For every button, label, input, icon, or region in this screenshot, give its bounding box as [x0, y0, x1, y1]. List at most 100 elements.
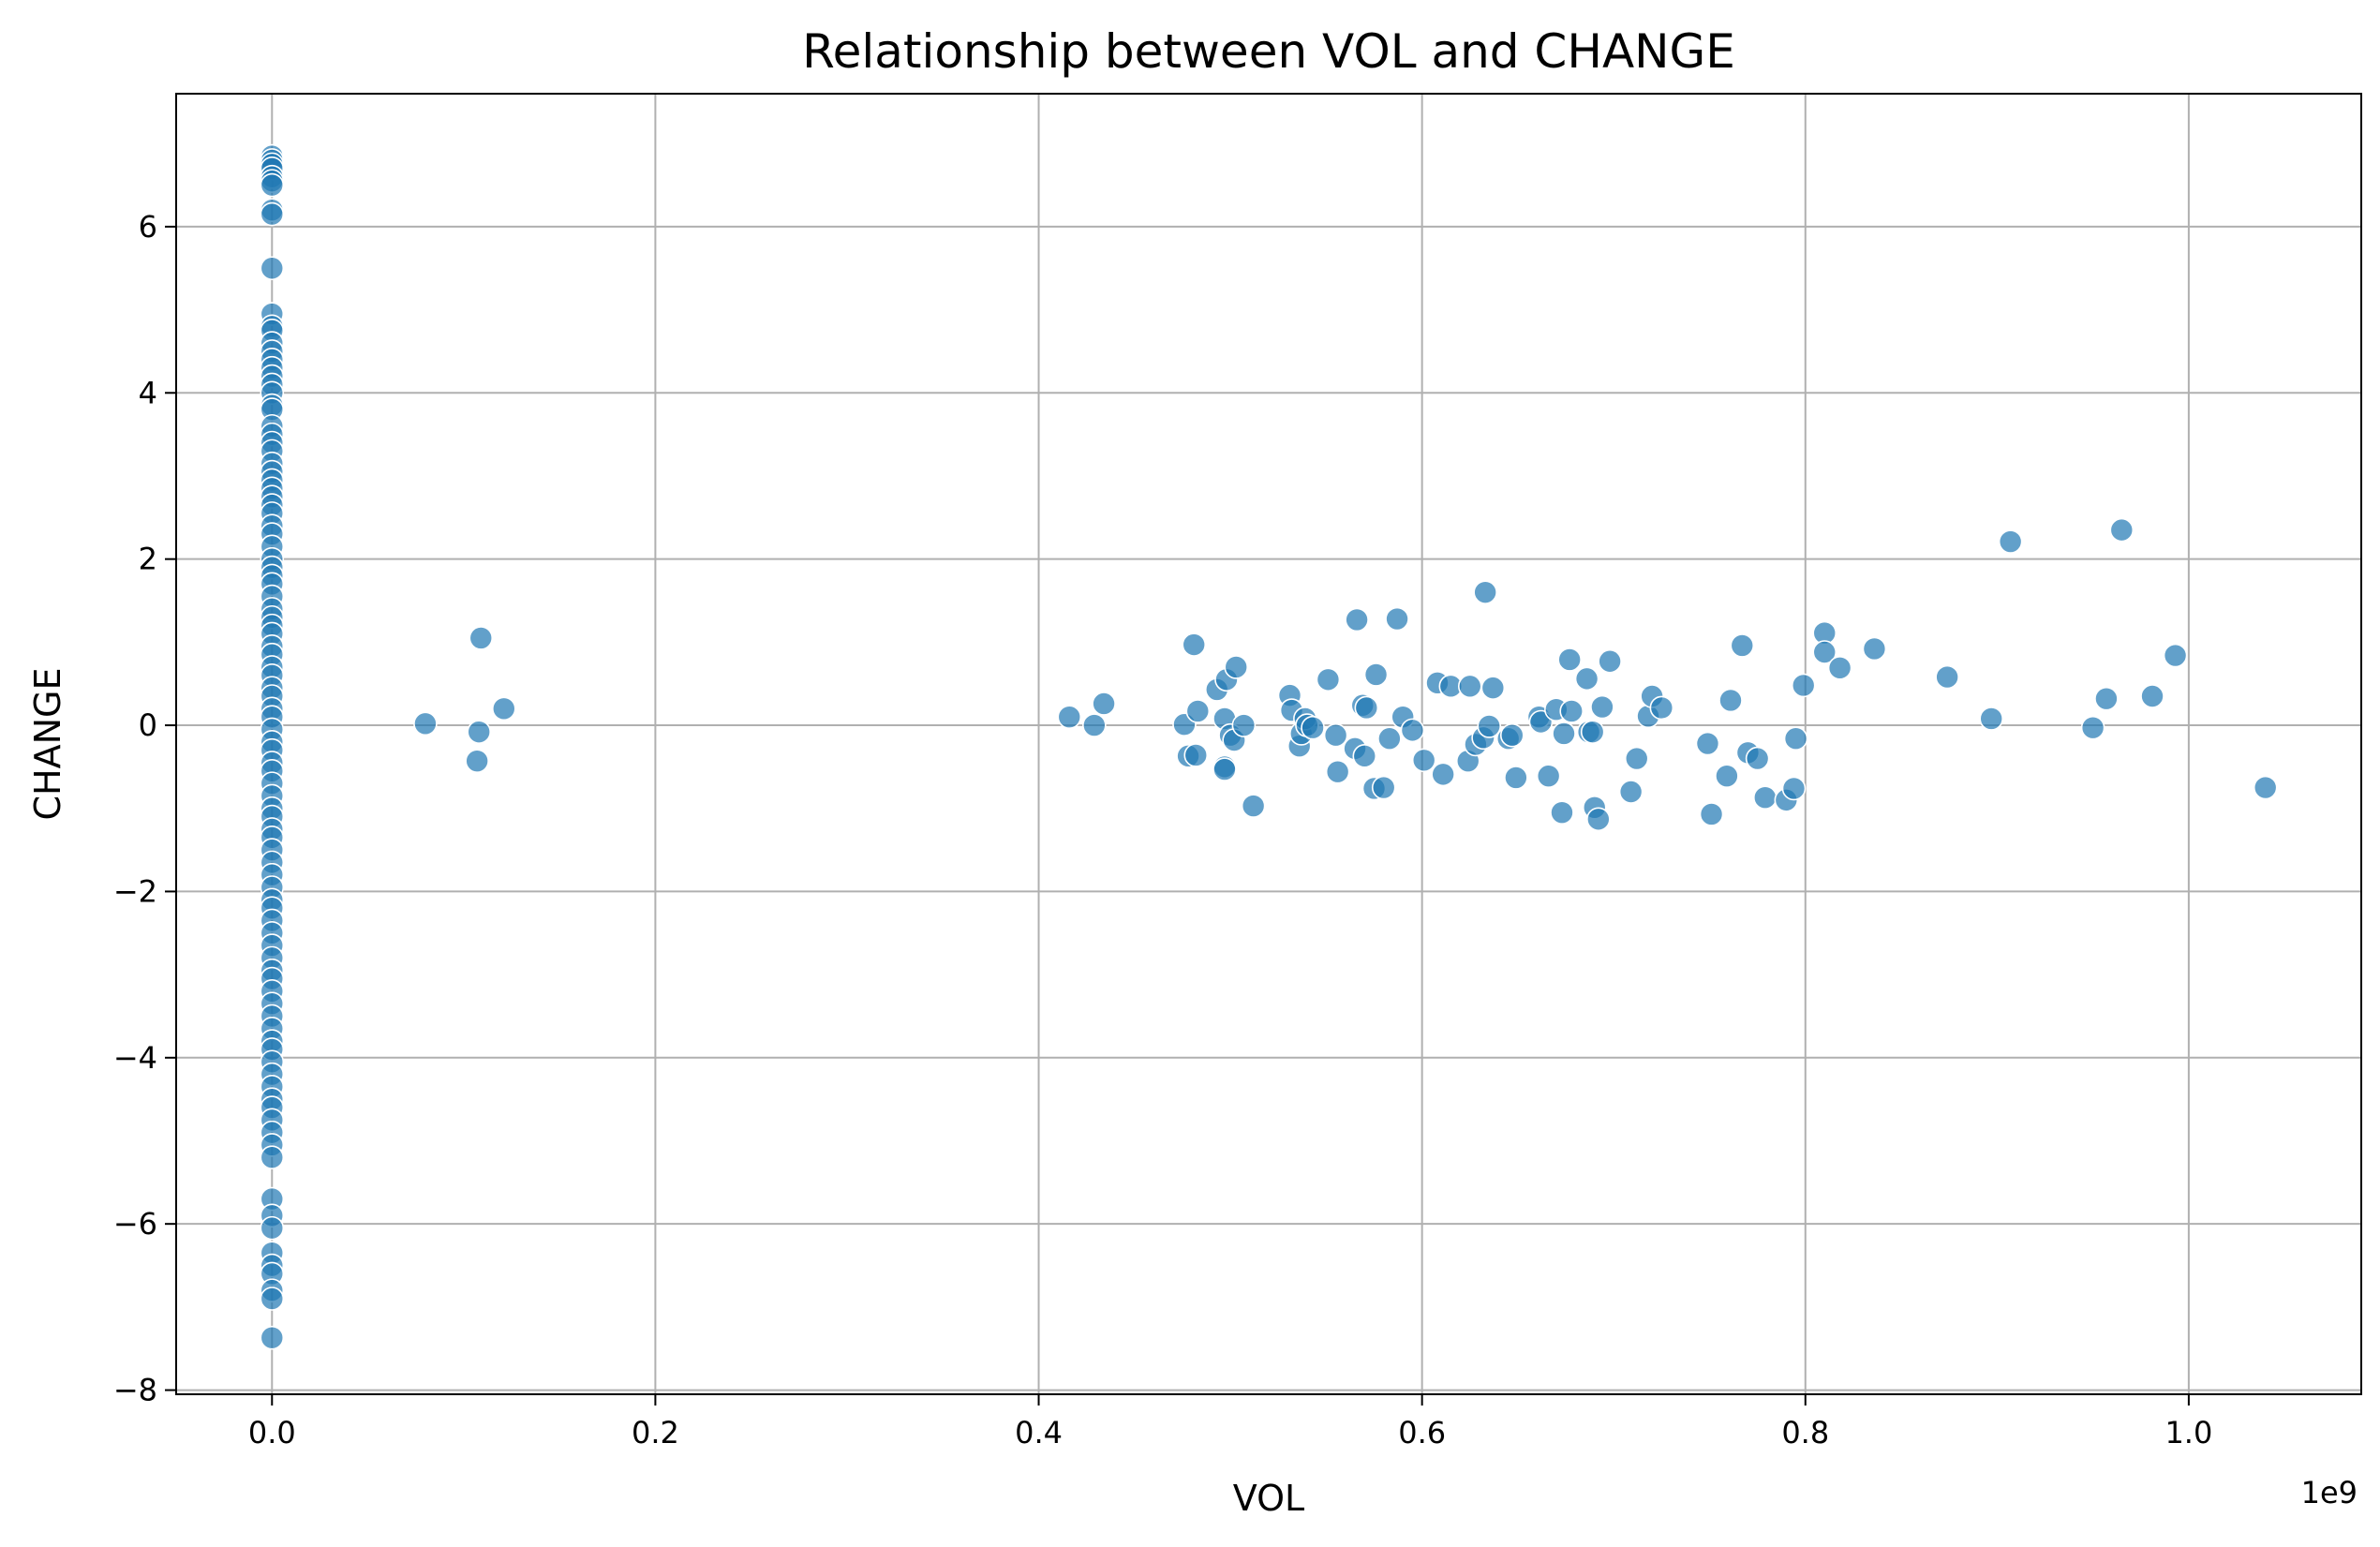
- data-point: [260, 1287, 285, 1311]
- data-point: [1559, 699, 1584, 723]
- data-point: [1574, 666, 1599, 692]
- data-point: [1477, 714, 1502, 738]
- data-point: [1352, 744, 1377, 768]
- y-tick-label: 0: [139, 707, 157, 743]
- data-point: [1730, 633, 1755, 658]
- data-point: [2109, 517, 2135, 543]
- data-point: [1862, 636, 1887, 662]
- data-point: [2163, 643, 2188, 668]
- x-axis-label: VOL: [1233, 1478, 1304, 1519]
- data-point: [1586, 807, 1611, 832]
- y-tick-label: −6: [113, 1206, 157, 1242]
- data-point: [1473, 580, 1497, 604]
- data-point: [1231, 713, 1257, 737]
- chart-title: Relationship between VOL and CHANGE: [802, 24, 1735, 79]
- data-point: [1377, 726, 1402, 751]
- data-point: [465, 749, 489, 773]
- data-point: [260, 201, 285, 227]
- y-tick-label: −2: [113, 873, 157, 909]
- data-point: [1185, 699, 1211, 723]
- x-tick-label: 0.0: [248, 1415, 296, 1450]
- data-point: [1345, 607, 1369, 632]
- data-point: [1457, 674, 1482, 699]
- data-point: [1057, 705, 1082, 729]
- data-point: [1301, 715, 1325, 740]
- data-point: [260, 256, 285, 281]
- y-tick-label: −8: [113, 1373, 157, 1408]
- data-point: [1718, 688, 1743, 713]
- data-point: [1325, 759, 1350, 784]
- data-point: [1699, 802, 1724, 826]
- data-point: [1781, 776, 1807, 801]
- plot-frame: [175, 93, 2362, 1395]
- data-point: [1649, 695, 1674, 721]
- x-axis-offset-label: 1e9: [2301, 1475, 2358, 1510]
- data-point: [1791, 673, 1816, 698]
- data-point: [2140, 684, 2164, 708]
- data-point: [1745, 746, 1770, 771]
- x-tick-label: 0.2: [632, 1415, 679, 1450]
- axis-ticks: 0.0 0.2 0.4 0.6 0.8 1.0 −8 −6 −4 −2 0 2 4 6: [113, 209, 2213, 1450]
- data-point: [1827, 656, 1852, 680]
- data-point: [1385, 606, 1409, 632]
- data-point: [1354, 695, 1379, 721]
- data-point: [1598, 648, 1622, 674]
- data-point: [1715, 764, 1739, 788]
- data-point: [1241, 794, 1266, 818]
- data-point: [260, 1325, 285, 1350]
- data-point: [1695, 731, 1720, 756]
- data-point: [260, 1145, 285, 1170]
- data-point: [1979, 707, 2003, 731]
- y-tick-label: 6: [139, 209, 157, 245]
- data-point: [1480, 676, 1506, 700]
- data-point: [2253, 775, 2278, 800]
- data-point: [260, 172, 285, 198]
- data-point: [1580, 720, 1605, 744]
- data-point: [1316, 667, 1341, 692]
- data-point: [1411, 748, 1436, 773]
- data-point: [469, 626, 494, 650]
- data-point: [1998, 529, 2023, 554]
- data-point: [1323, 722, 1348, 748]
- data-point: [1212, 757, 1237, 781]
- data-point: [1552, 721, 1576, 746]
- data-point: [2094, 686, 2119, 711]
- data-point: [2080, 715, 2105, 740]
- y-tick-label: 2: [139, 542, 157, 577]
- data-point: [1504, 766, 1528, 790]
- x-tick-label: 0.6: [1398, 1415, 1446, 1450]
- data-point: [1935, 664, 1959, 690]
- data-point: [1812, 640, 1837, 664]
- data-point: [413, 711, 438, 736]
- data-point: [1092, 692, 1116, 716]
- data-point: [1431, 762, 1455, 787]
- data-point: [1224, 655, 1249, 679]
- data-point: [1590, 694, 1614, 720]
- data-point: [1363, 662, 1389, 687]
- data-point: [260, 1215, 285, 1241]
- data-point: [1783, 726, 1808, 751]
- data-point: [1753, 785, 1778, 811]
- y-tick-label: −4: [113, 1040, 157, 1076]
- y-axis-label: CHANGE: [27, 668, 68, 821]
- data-point: [1557, 647, 1582, 672]
- data-point: [467, 720, 492, 744]
- grid-lines: [176, 94, 2361, 1394]
- data-point: [1082, 713, 1107, 737]
- x-tick-label: 1.0: [2164, 1415, 2212, 1450]
- data-point: [1400, 718, 1425, 743]
- data-point: [491, 696, 516, 721]
- x-tick-label: 0.4: [1015, 1415, 1063, 1450]
- data-point: [1182, 632, 1207, 657]
- data-point: [1499, 722, 1525, 748]
- data-point: [1371, 775, 1396, 800]
- y-tick-label: 4: [139, 375, 157, 410]
- data-point: [1624, 746, 1649, 771]
- data-point: [1550, 800, 1574, 825]
- data-point: [1618, 780, 1644, 804]
- x-tick-label: 0.8: [1781, 1415, 1829, 1450]
- data-point: [1536, 764, 1561, 788]
- data-point: [1183, 743, 1209, 767]
